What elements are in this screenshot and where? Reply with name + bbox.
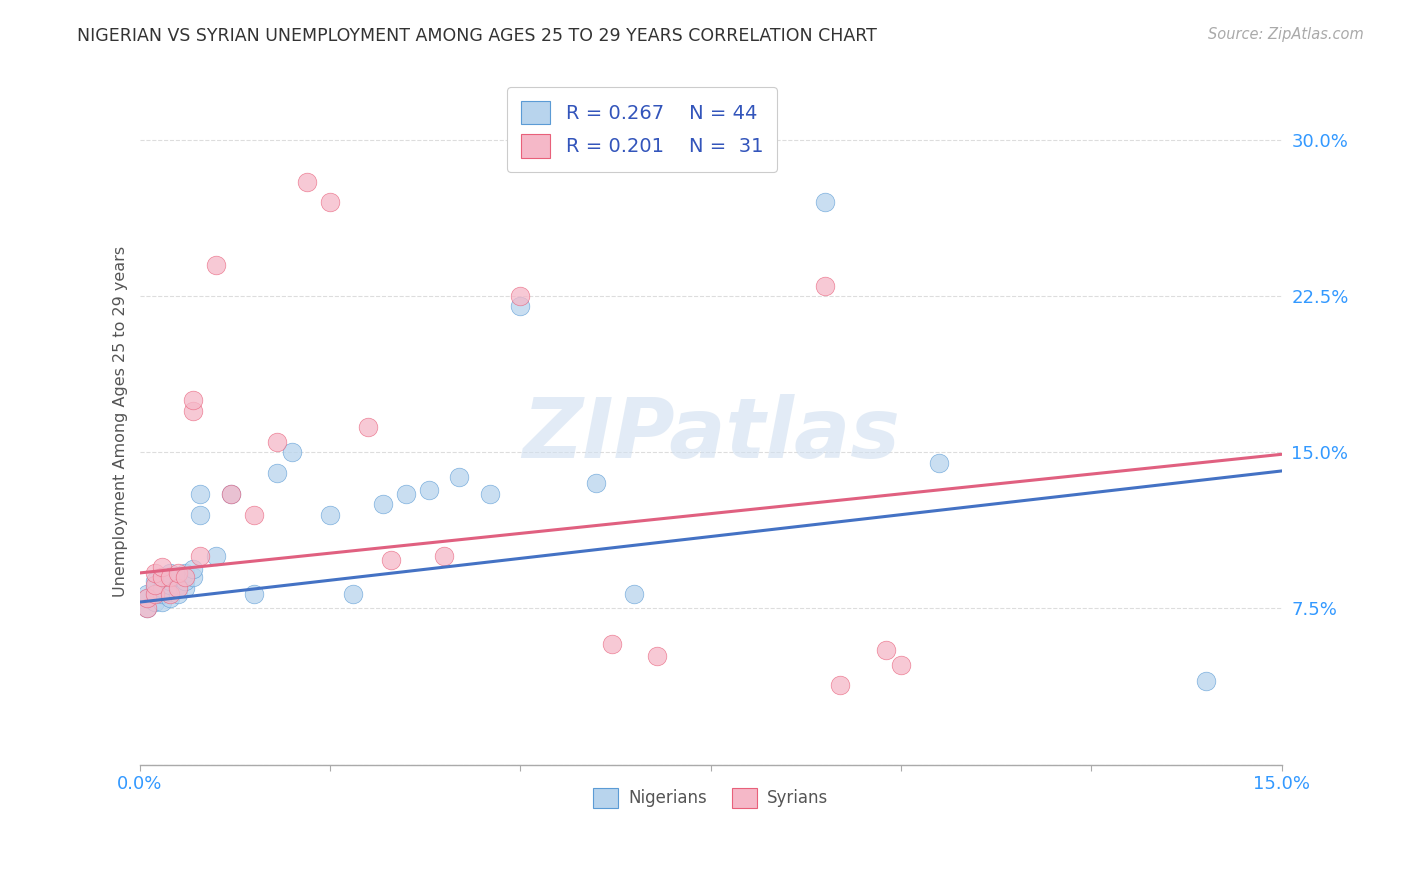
Point [204,549,226,564]
Point [357,420,380,434]
Point [875,643,897,657]
Point [600,637,623,651]
Point [136,587,159,601]
Point [395,487,418,501]
Point [890,657,912,672]
Point [136,601,159,615]
Point [159,578,181,592]
Point [319,195,342,210]
Point [478,487,501,501]
Point [433,549,456,564]
Point [166,581,188,595]
Point [143,587,166,601]
Point [150,559,173,574]
Point [190,487,212,501]
Text: Source: ZipAtlas.com: Source: ZipAtlas.com [1208,27,1364,42]
Point [174,574,197,589]
Point [166,570,188,584]
Point [181,562,204,576]
Point [219,487,242,501]
Point [242,508,264,522]
Point [266,434,288,449]
Point [159,584,181,599]
Point [174,581,197,595]
Point [190,508,212,522]
Point [181,403,204,417]
Point [166,566,188,580]
Point [190,549,212,564]
Point [242,587,264,601]
Point [373,497,395,511]
Point [150,570,173,584]
Point [623,587,645,601]
Point [159,587,181,601]
Point [219,487,242,501]
Point [585,476,607,491]
Point [143,578,166,592]
Point [150,587,173,601]
Point [449,470,471,484]
Legend: Nigerians, Syrians: Nigerians, Syrians [586,780,835,814]
Point [166,587,188,601]
Point [295,175,318,189]
Point [143,581,166,595]
Point [136,591,159,605]
Point [647,649,669,664]
Point [814,195,837,210]
Point [150,570,173,584]
Point [150,581,173,595]
Point [159,574,181,589]
Point [143,587,166,601]
Point [814,278,837,293]
Point [174,566,197,580]
Point [342,587,364,601]
Point [509,300,531,314]
Point [159,591,181,605]
Point [150,595,173,609]
Point [159,566,181,580]
Y-axis label: Unemployment Among Ages 25 to 29 years: Unemployment Among Ages 25 to 29 years [114,245,128,597]
Point [509,289,531,303]
Text: NIGERIAN VS SYRIAN UNEMPLOYMENT AMONG AGES 25 TO 29 YEARS CORRELATION CHART: NIGERIAN VS SYRIAN UNEMPLOYMENT AMONG AG… [77,27,877,45]
Point [136,591,159,605]
Point [380,553,402,567]
Point [828,678,851,692]
Point [1194,674,1216,689]
Point [174,570,197,584]
Point [281,445,304,459]
Point [204,258,226,272]
Point [143,595,166,609]
Point [181,393,204,408]
Point [181,570,204,584]
Point [928,456,950,470]
Point [159,570,181,584]
Point [166,578,188,592]
Point [319,508,342,522]
Point [266,466,288,480]
Point [136,601,159,615]
Text: ZIPatlas: ZIPatlas [522,394,900,475]
Point [143,566,166,580]
Point [143,574,166,589]
Point [418,483,440,497]
